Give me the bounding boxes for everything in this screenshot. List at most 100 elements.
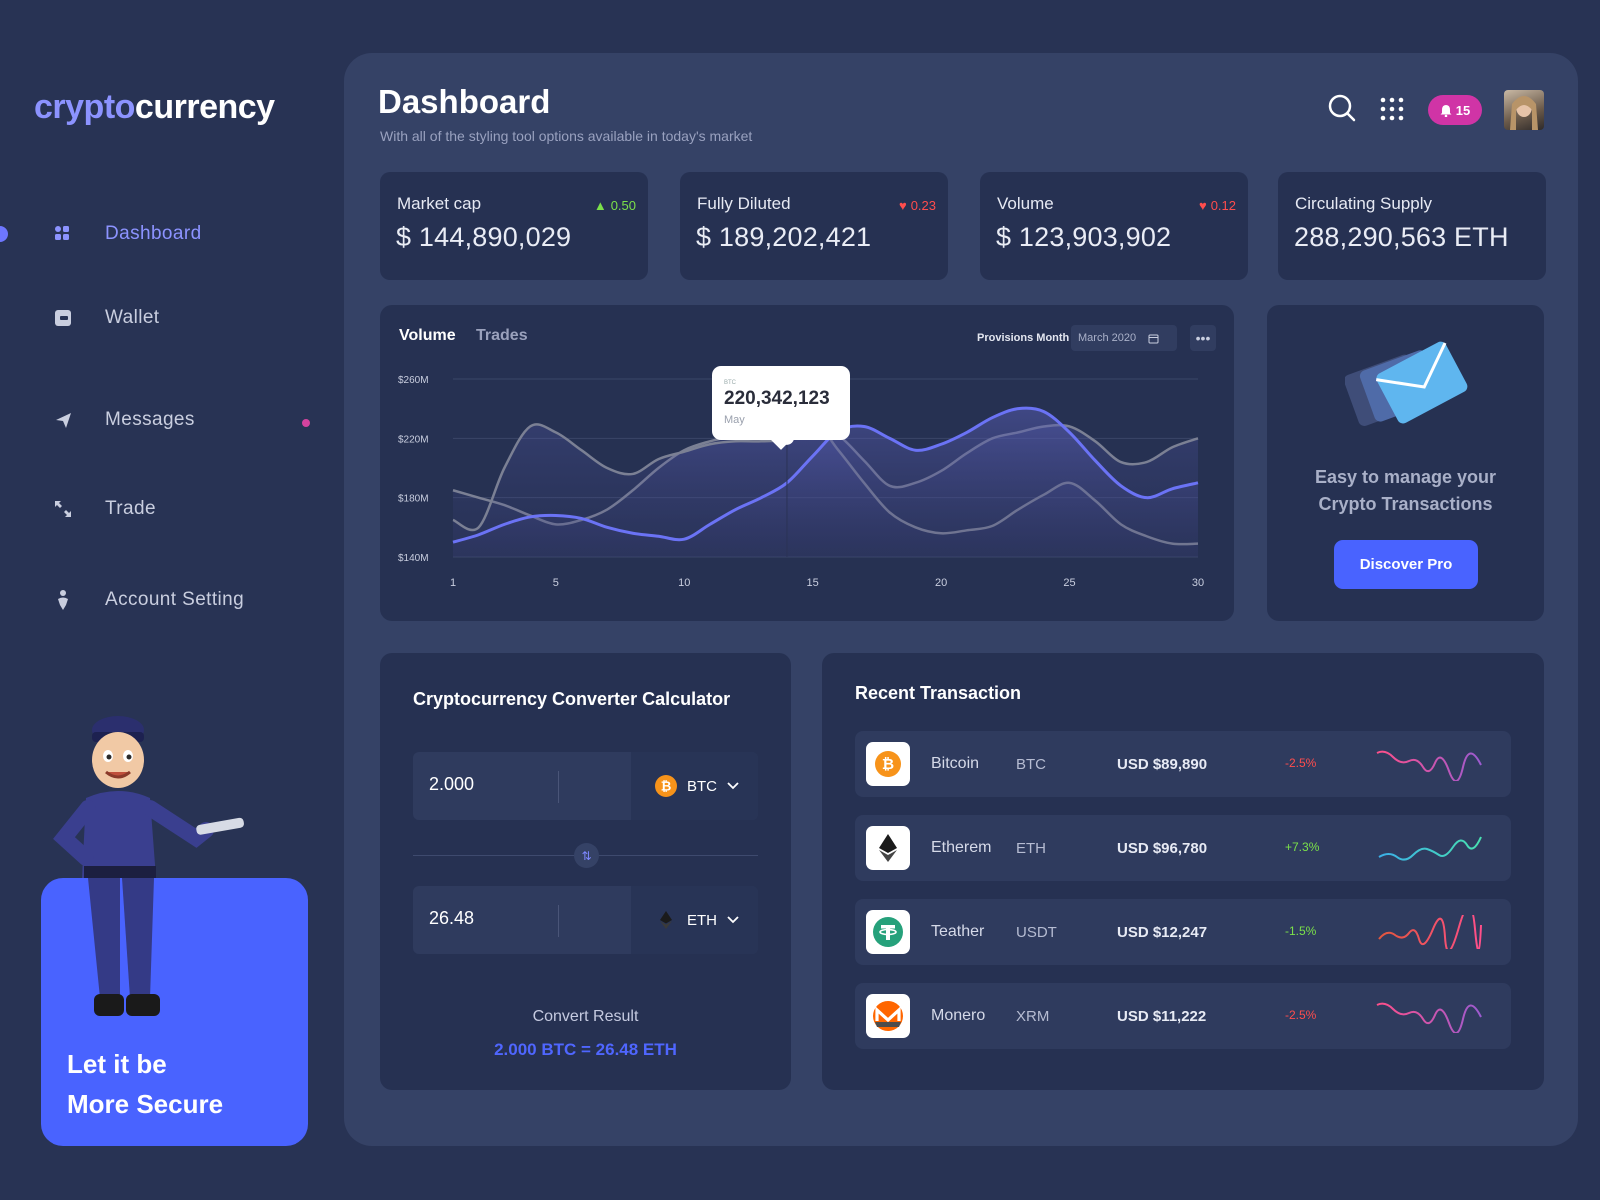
stat-change-value: 0.23 xyxy=(910,198,936,213)
converter-from-row: 2.000 ₿ BTC xyxy=(413,752,758,820)
x-tick-label: 20 xyxy=(935,577,947,589)
x-tick-label: 1 xyxy=(450,577,456,589)
stat-change-down: ♥ 0.12 xyxy=(1199,198,1236,213)
svg-text:₿: ₿ xyxy=(661,780,672,795)
sidebar-item-label: Dashboard xyxy=(105,223,202,244)
sidebar-item-account-setting[interactable]: Account Setting xyxy=(0,580,320,620)
sidebar-item-wallet[interactable]: Wallet xyxy=(0,298,320,338)
dashboard-icon xyxy=(52,223,74,245)
tab-trades[interactable]: Trades xyxy=(476,327,528,344)
bitcoin-icon: ₿ xyxy=(866,742,910,786)
active-nav-marker xyxy=(0,226,8,242)
sidebar-item-messages[interactable]: Messages xyxy=(0,400,320,440)
triangle-up-icon: ▲ xyxy=(593,198,607,213)
logo-part-crypto: crypto xyxy=(34,88,135,126)
volume-chart-card: Volume Trades Provisions Month March 202… xyxy=(380,305,1234,621)
coin-symbol: BTC xyxy=(1016,756,1046,773)
page-subtitle: With all of the styling tool options ava… xyxy=(380,128,753,144)
month-picker[interactable]: March 2020 xyxy=(1071,325,1177,351)
convert-result-value: 2.000 BTC = 26.48 ETH xyxy=(494,1040,677,1059)
from-currency-select[interactable]: ₿ BTC xyxy=(631,752,758,820)
y-tick-label: $260M xyxy=(398,375,429,386)
calendar-icon xyxy=(1148,334,1159,343)
chevron-down-icon xyxy=(727,916,739,924)
monero-icon xyxy=(866,994,910,1038)
x-tick-label: 5 xyxy=(553,577,559,589)
more-options-icon[interactable]: ••• xyxy=(1190,325,1216,351)
to-amount-input[interactable]: 26.48 xyxy=(429,908,475,928)
stat-label: Circulating Supply xyxy=(1295,194,1433,213)
from-currency-label: BTC xyxy=(687,777,717,795)
sidebar-item-trade[interactable]: Trade xyxy=(0,489,320,529)
stat-change-up: ▲ 0.50 xyxy=(594,198,636,213)
convert-result-label: Convert Result xyxy=(532,1008,639,1025)
ethereum-icon xyxy=(660,911,672,929)
input-divider xyxy=(558,771,559,803)
tooltip-value: 220,342,123 xyxy=(724,388,830,409)
stat-label: Volume xyxy=(997,194,1054,213)
coin-name: Monero xyxy=(931,1007,986,1024)
coin-symbol: USDT xyxy=(1016,924,1057,941)
coin-change: -2.5% xyxy=(1285,1008,1317,1022)
chart-tooltip: BTC 220,342,123 May xyxy=(712,366,850,450)
discover-pro-button[interactable]: Discover Pro xyxy=(1334,540,1478,589)
stat-change-down: ♥ 0.23 xyxy=(899,198,936,213)
y-tick-label: $140M xyxy=(398,553,429,564)
coin-usd-value: USD $89,890 xyxy=(1117,756,1208,773)
search-icon[interactable] xyxy=(1327,93,1357,128)
coin-name: Teather xyxy=(931,923,985,940)
apps-grid-icon[interactable] xyxy=(1380,97,1404,126)
stat-value: $ 189,202,421 xyxy=(696,222,872,252)
transaction-row[interactable]: Monero XRM USD $11,222 -2.5% xyxy=(855,983,1511,1049)
sparkline-down xyxy=(1378,915,1482,949)
unread-dot xyxy=(302,419,310,427)
swap-arrows-icon[interactable]: ⇅ xyxy=(574,843,599,868)
converter-to-row: 26.48 ETH xyxy=(413,886,758,954)
promo-line-2: More Secure xyxy=(67,1089,224,1119)
sparkline-down xyxy=(1376,1002,1482,1033)
x-tick-label: 30 xyxy=(1192,577,1204,589)
y-tick-label: $220M xyxy=(398,434,429,445)
notification-badge[interactable]: 15 xyxy=(1428,95,1482,125)
sidebar-item-label: Account Setting xyxy=(105,589,245,610)
coin-symbol: ETH xyxy=(1016,840,1046,857)
stat-card-market-cap: Market cap ▲ 0.50 $ 144,890,029 xyxy=(380,172,648,280)
stat-change-value: 0.50 xyxy=(610,198,636,213)
series-line xyxy=(452,406,1199,544)
converter-calculator-card: Cryptocurrency Converter Calculator 2.00… xyxy=(380,653,791,1090)
y-tick-label: $180M xyxy=(398,494,429,505)
transaction-row[interactable]: Teather USDT USD $12,247 -1.5% xyxy=(855,899,1511,965)
sidebar-item-dashboard[interactable]: Dashboard xyxy=(0,214,320,254)
coin-usd-value: USD $12,247 xyxy=(1117,924,1208,941)
sparkline-down xyxy=(1376,750,1482,781)
app-logo: cryptocurrency xyxy=(34,88,275,127)
stat-card-circulating-supply: Circulating Supply 288,290,563 ETH xyxy=(1278,172,1546,280)
input-divider xyxy=(558,905,559,937)
coin-usd-value: USD $96,780 xyxy=(1117,840,1208,857)
month-picker-value: March 2020 xyxy=(1078,332,1137,344)
to-currency-select[interactable]: ETH xyxy=(631,886,758,954)
stat-value: $ 123,903,902 xyxy=(996,222,1172,252)
series-area xyxy=(453,408,1198,557)
user-avatar[interactable] xyxy=(1504,90,1544,130)
stat-label: Fully Diluted xyxy=(697,194,791,213)
transaction-row[interactable]: Etherem ETH USD $96,780 +7.3% xyxy=(855,815,1511,881)
user-icon xyxy=(52,589,74,611)
sparkline-up xyxy=(1378,836,1482,861)
tab-volume[interactable]: Volume xyxy=(399,327,456,344)
promo-line-2: Crypto Transactions xyxy=(1318,494,1493,514)
promo-line-1: Easy to manage your xyxy=(1314,467,1497,487)
from-amount-input[interactable]: 2.000 xyxy=(429,774,475,794)
x-tick-label: 15 xyxy=(807,577,819,589)
security-promo-text: Let it be More Secure xyxy=(67,1044,223,1124)
security-promo-card: Let it be More Secure xyxy=(41,878,308,1146)
discover-pro-text: Easy to manage your Crypto Transactions xyxy=(1267,464,1544,518)
transaction-row[interactable]: ₿ Bitcoin BTC USD $89,890 -2.5% xyxy=(855,731,1511,797)
filter-label: Provisions Month xyxy=(977,332,1070,344)
stat-value: 288,290,563 ETH xyxy=(1294,222,1509,252)
coin-change: -1.5% xyxy=(1285,924,1317,938)
tooltip-coin: BTC xyxy=(724,380,736,386)
recent-transaction-title: Recent Transaction xyxy=(855,683,1022,703)
bell-icon xyxy=(1440,104,1452,117)
sidebar-item-label: Messages xyxy=(105,409,195,430)
